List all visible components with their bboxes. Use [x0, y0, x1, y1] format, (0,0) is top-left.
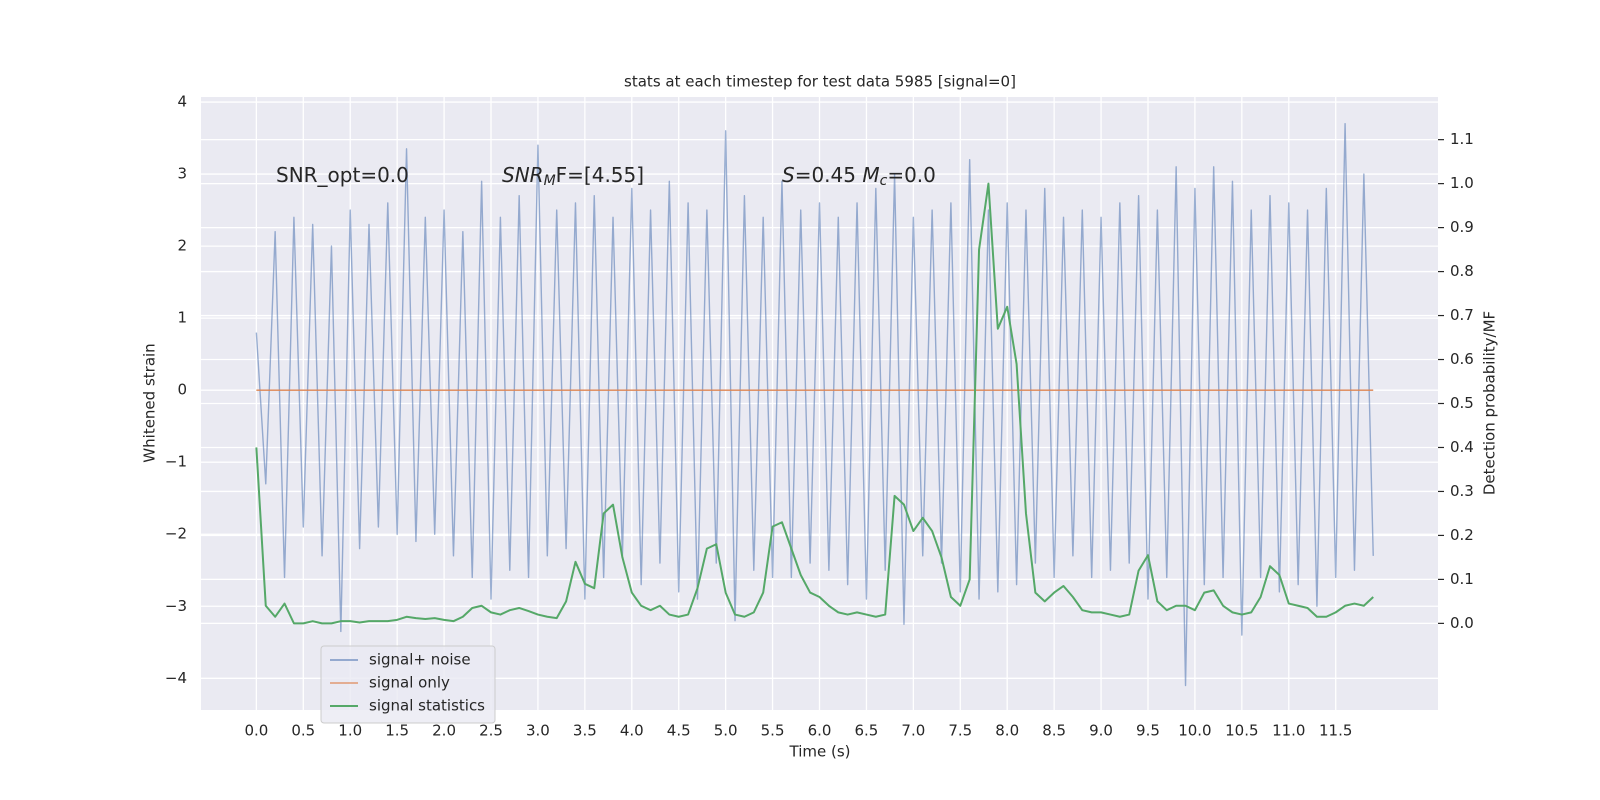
y2-axis-label: Detection probability/MF	[1481, 311, 1499, 495]
x-tick-label: 6.0	[808, 722, 832, 740]
y2-tick-label: 0.0	[1450, 614, 1474, 632]
y2-tick-label: 1.0	[1450, 174, 1474, 192]
x-tick-label: 10.5	[1225, 722, 1258, 740]
y2-tick-label: 0.7	[1450, 306, 1474, 324]
x-tick-label: 0.5	[291, 722, 315, 740]
labels: 0.0 0.5 1.0 1.5 2.0 2.5 3.0 3.5 4.0 4.5 5.0 5.5 6.0 6…	[165, 93, 1474, 740]
x-tick-label: 11.5	[1319, 722, 1352, 740]
x-tick-label: 10.0	[1178, 722, 1211, 740]
y-axis-label: Whitened strain	[141, 343, 159, 462]
x-tick-label: 1.0	[338, 722, 362, 740]
annotation-part: c	[880, 173, 888, 189]
legend: signal+ noise signal only signal statistic…	[320, 645, 496, 724]
y-tick-label: −2	[165, 525, 187, 543]
y-tick-label: −1	[165, 453, 187, 471]
y2-tick-label: 0.9	[1450, 218, 1474, 236]
y2-tick-label: 0.4	[1450, 438, 1474, 456]
x-tick-label: 7.0	[901, 722, 925, 740]
x-tick-label: 6.5	[854, 722, 878, 740]
y-tick-label: 4	[177, 93, 187, 111]
chart-title: stats at each timestep for test data 598…	[624, 73, 1016, 91]
x-tick-label: 3.0	[526, 722, 550, 740]
data-layer	[255, 122, 1374, 687]
y-tick-label: 1	[177, 309, 187, 327]
x-tick-label: 4.5	[667, 722, 691, 740]
annotation-part: M	[862, 163, 879, 187]
x-tick-label: 0.0	[244, 722, 268, 740]
y-tick-label: 3	[177, 165, 187, 183]
y2-tick-label: 0.8	[1450, 262, 1474, 280]
annotation: SNRMF=[4.55]	[502, 163, 644, 190]
annotation: SNR_opt=0.0	[276, 163, 409, 187]
x-tick-label: 2.5	[479, 722, 503, 740]
x-tick-label: 9.5	[1136, 722, 1160, 740]
x-tick-label: 8.5	[1042, 722, 1066, 740]
legend-box	[320, 645, 496, 724]
x-tick-label: 3.5	[573, 722, 597, 740]
x-tick-label: 11.0	[1272, 722, 1305, 740]
x-tick-label: 5.0	[714, 722, 738, 740]
series-line	[255, 182, 1374, 625]
annotation-part: SNR	[502, 163, 544, 187]
annotation-part: M	[544, 173, 556, 189]
series-line	[255, 122, 1374, 687]
y-tick-label: −4	[165, 669, 187, 687]
y2-tick-label: 0.3	[1450, 482, 1474, 500]
y-tick-label: 2	[177, 237, 187, 255]
y2-tick-label: 0.1	[1450, 570, 1474, 588]
y-tick-label: −3	[165, 597, 187, 615]
y2-tick-label: 1.1	[1450, 130, 1474, 148]
x-tick-label: 4.0	[620, 722, 644, 740]
legend-label: signal statistics	[369, 697, 485, 715]
y2-tick-label: 0.5	[1450, 394, 1474, 412]
y2-tick-label: 0.2	[1450, 526, 1474, 544]
annotation: S=0.45 Mc=0.0	[782, 163, 936, 190]
annotation-part: SNR_opt=0.0	[276, 163, 409, 187]
x-tick-label: 9.0	[1089, 722, 1113, 740]
annotation-part: S	[782, 163, 795, 187]
x-tick-label: 1.5	[385, 722, 409, 740]
x-tick-label: 2.0	[432, 722, 456, 740]
x-tick-label: 8.0	[995, 722, 1019, 740]
x-tick-label: 7.5	[948, 722, 972, 740]
legend-label: signal+ noise	[369, 651, 471, 669]
annotation-part: =0.0	[887, 163, 936, 187]
y-tick-label: 0	[177, 381, 187, 399]
annotation-part: =0.45	[795, 163, 863, 187]
x-tick-label: 5.5	[761, 722, 785, 740]
legend-label: signal only	[369, 674, 450, 692]
y2-tick-label: 0.6	[1450, 350, 1474, 368]
annotation-part: F=[4.55]	[556, 163, 644, 187]
x-axis-label: Time (s)	[789, 743, 851, 761]
